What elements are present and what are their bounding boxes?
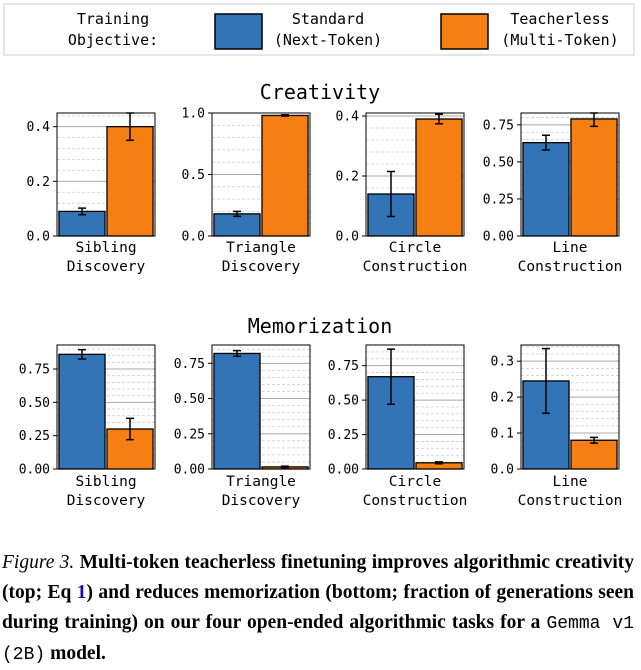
legend-swatch-teacherless xyxy=(440,13,489,50)
y-tick-label: 0.75 xyxy=(174,357,205,372)
panel-1-2: 0.00 0.25 0.50 0.75 Circle Construction xyxy=(328,344,468,509)
category-label-line1: Circle xyxy=(389,240,441,256)
y-tick-label: 0.3 xyxy=(491,355,514,370)
y-tick-label: 0.0 xyxy=(336,230,359,245)
panel-frame xyxy=(211,112,311,237)
category-label-line1: Circle xyxy=(389,474,441,490)
panel-1-1: 0.00 0.25 0.50 0.75 Triangle Discovery xyxy=(174,344,311,509)
category-label-line2: Discovery xyxy=(67,259,146,275)
panel-0-2: 0.0 0.2 0.4 Circle Construction xyxy=(336,110,468,276)
y-tick-label: 0.25 xyxy=(174,427,205,442)
bar-standard xyxy=(213,213,261,237)
panel-frame xyxy=(365,112,465,237)
y-tick-label: 0.75 xyxy=(328,359,359,374)
y-tick-label: 0.00 xyxy=(174,463,205,478)
bar-standard xyxy=(58,353,106,470)
category-label-line2: Construction xyxy=(518,493,623,509)
y-tick-label: 0.0 xyxy=(27,230,50,245)
bar-standard xyxy=(522,141,570,237)
category-label-line2: Construction xyxy=(518,259,623,275)
panel-frame xyxy=(520,112,620,237)
category-label-line2: Construction xyxy=(363,493,468,509)
category-label-line1: Line xyxy=(553,474,588,490)
legend-label-line2: Objective: xyxy=(68,31,158,49)
legend-label-line1: Training xyxy=(77,10,149,28)
figure: Training Objective: Standard (Next-Token… xyxy=(3,3,635,510)
memorization-title: Memorization xyxy=(248,314,393,338)
bar-standard xyxy=(213,352,261,470)
panel-frame xyxy=(56,112,156,237)
y-tick-label: 0.25 xyxy=(483,192,514,207)
chart-panels: 0.0 0.2 0.4 Sibling Discovery 0.0 0.5 1.0 Triang… xyxy=(19,107,623,510)
caption-label: Figure 3. xyxy=(2,552,75,573)
y-tick-label: 0.0 xyxy=(182,230,205,245)
category-label-line1: Sibling xyxy=(75,240,136,256)
category-label-line1: Sibling xyxy=(75,474,136,490)
y-tick-label: 0.2 xyxy=(336,170,359,185)
panel-0-0: 0.0 0.2 0.4 Sibling Discovery xyxy=(27,112,156,275)
legend: Training Objective: Standard (Next-Token… xyxy=(3,3,635,56)
bar-standard xyxy=(367,376,415,470)
y-tick-label: 0.50 xyxy=(483,155,514,170)
caption-model-name: Gemma v1 (2B) xyxy=(2,614,634,665)
bar-teacherless xyxy=(106,126,154,237)
category-label-line2: Discovery xyxy=(67,493,146,509)
panel-frame xyxy=(211,344,311,470)
y-tick-label: 1.0 xyxy=(182,107,205,122)
bar-standard xyxy=(58,210,106,237)
panel-0-1: 0.0 0.5 1.0 Triangle Discovery xyxy=(182,107,311,275)
panel-1-0: 0.00 0.25 0.50 0.75 Sibling Discovery xyxy=(19,344,156,509)
category-label-line2: Construction xyxy=(363,259,468,275)
y-tick-label: 0.1 xyxy=(491,427,514,442)
legend-teacherless-line1: Teacherless xyxy=(510,10,609,28)
legend-frame xyxy=(3,3,635,56)
y-tick-label: 0.00 xyxy=(483,230,514,245)
y-tick-label: 0.5 xyxy=(182,168,205,183)
creativity-title: Creativity xyxy=(260,80,380,104)
y-tick-label: 0.75 xyxy=(19,363,50,378)
figure-caption: Figure 3. Multi-token teacherless finetu… xyxy=(2,548,634,670)
legend-teacherless-line2: (Multi-Token) xyxy=(501,31,618,49)
y-tick-label: 0.2 xyxy=(27,175,50,190)
caption-eq-link[interactable]: 1 xyxy=(76,582,87,603)
bar-teacherless xyxy=(261,114,309,237)
caption-text-c: model. xyxy=(45,643,106,664)
y-tick-label: 0.00 xyxy=(328,463,359,478)
caption-text-b: ) and reduces memorization (bottom; frac… xyxy=(2,582,634,633)
category-label-line1: Line xyxy=(553,240,588,256)
bar-teacherless xyxy=(570,439,618,470)
panel-frame xyxy=(520,344,620,470)
panel-frame xyxy=(56,344,156,470)
panel-frame xyxy=(365,344,465,470)
y-tick-label: 0.50 xyxy=(174,392,205,407)
caption-text-a: Multi-token teacherless finetuning impro… xyxy=(2,552,634,603)
category-label-line2: Discovery xyxy=(222,259,301,275)
bar-teacherless xyxy=(570,118,618,237)
y-tick-label: 0.4 xyxy=(27,120,51,135)
legend-swatch-standard xyxy=(214,13,263,50)
legend-standard-line1: Standard xyxy=(292,10,364,28)
y-tick-label: 0.25 xyxy=(328,428,359,443)
category-label-line2: Discovery xyxy=(222,493,301,509)
y-tick-label: 0.0 xyxy=(491,463,514,478)
panel-0-3: 0.00 0.25 0.50 0.75 Line Construction xyxy=(483,112,623,275)
legend-standard-line2: (Next-Token) xyxy=(274,31,382,49)
category-label-line1: Triangle xyxy=(226,474,296,490)
bar-teacherless xyxy=(415,118,463,237)
y-tick-label: 0.2 xyxy=(491,391,514,406)
category-label-line1: Triangle xyxy=(226,240,296,256)
y-tick-label: 0.00 xyxy=(19,463,50,478)
y-tick-label: 0.25 xyxy=(19,429,50,444)
y-tick-label: 0.50 xyxy=(19,396,50,411)
y-tick-label: 0.4 xyxy=(336,110,360,125)
y-tick-label: 0.50 xyxy=(328,394,359,409)
y-tick-label: 0.75 xyxy=(483,118,514,133)
panel-1-3: 0.0 0.1 0.2 0.3 Line Construction xyxy=(491,344,623,509)
